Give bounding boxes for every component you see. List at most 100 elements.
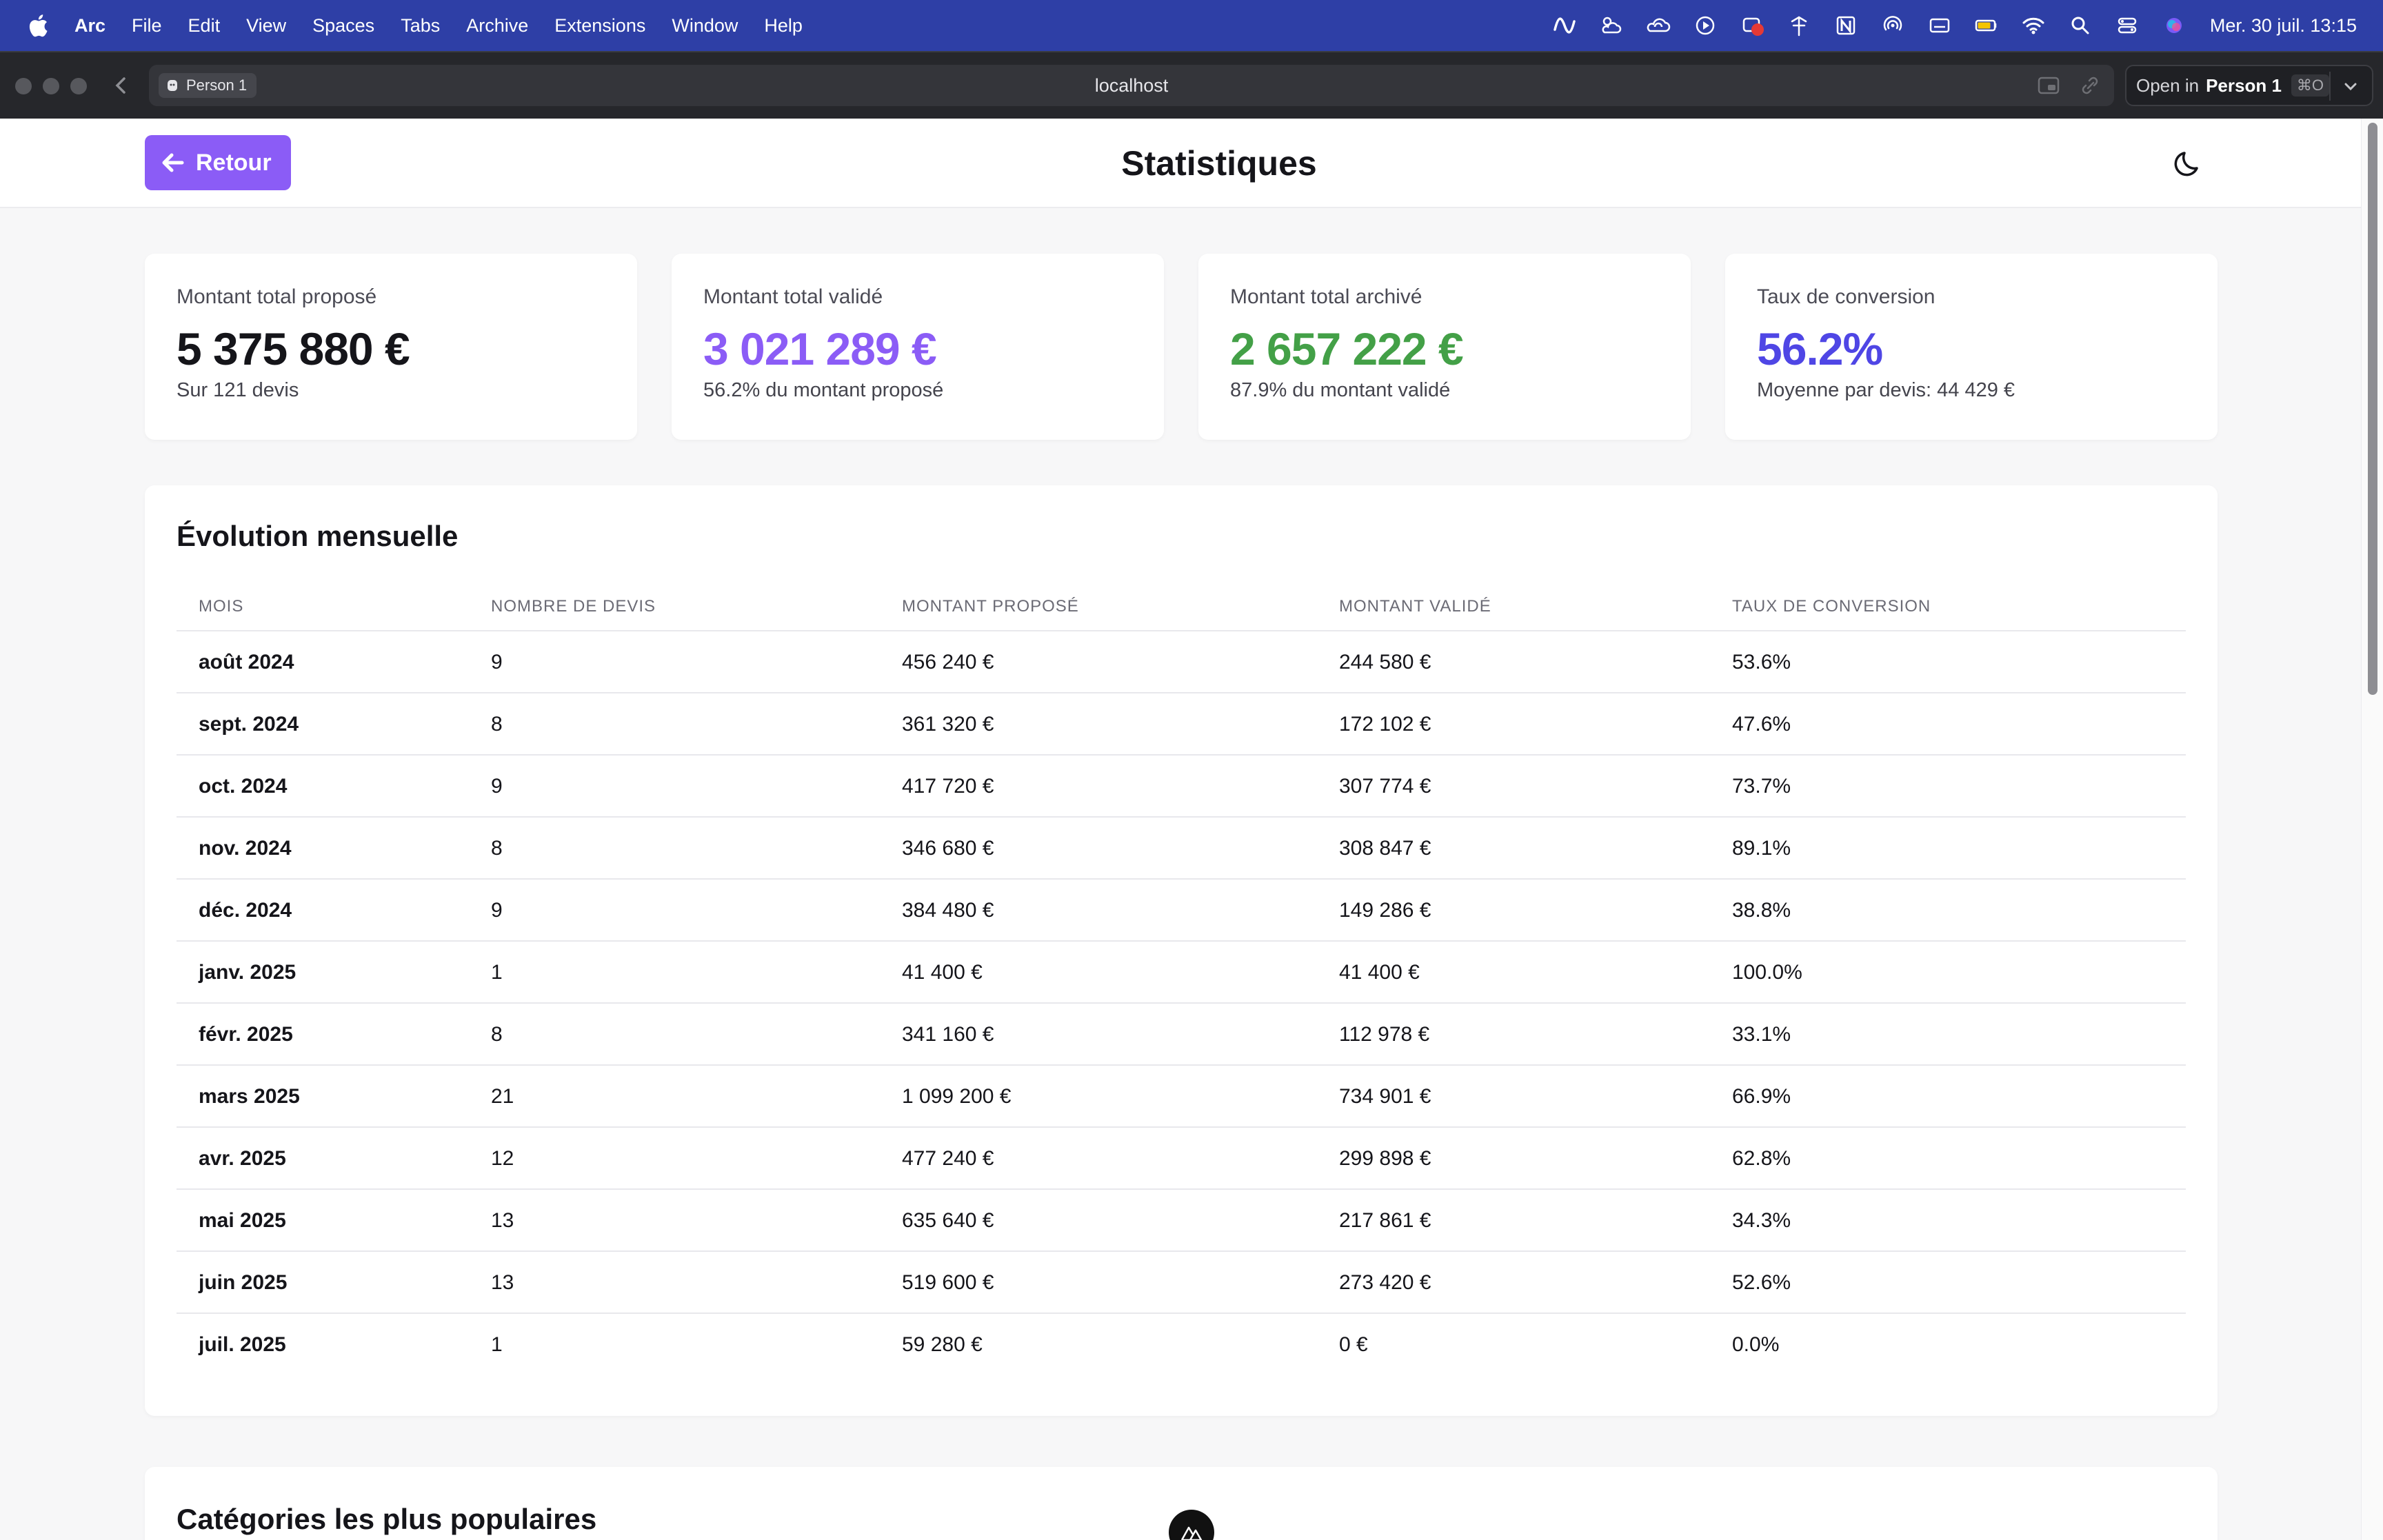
- scrollbar-thumb[interactable]: [2368, 123, 2377, 695]
- month-cell: juin 2025: [199, 1271, 288, 1294]
- column-header: MONTANT VALIDÉ: [1339, 597, 1491, 616]
- conversion-rate-cell: 66.9%: [1732, 1085, 1791, 1108]
- quote-count-cell: 9: [491, 899, 503, 922]
- siri-icon[interactable]: [2160, 12, 2188, 39]
- month-cell: avr. 2025: [199, 1147, 286, 1170]
- validated-amount-cell: 217 861 €: [1339, 1209, 1431, 1232]
- keyboard-icon[interactable]: [1926, 12, 1953, 39]
- table-row: oct. 2024 9 417 720 € 307 774 € 73.7%: [177, 756, 2186, 818]
- chevron-down-icon[interactable]: [2340, 76, 2361, 97]
- kpi-label: Montant total proposé: [177, 285, 377, 308]
- conversion-rate-cell: 47.6%: [1732, 713, 1791, 736]
- table-row: juil. 2025 1 59 280 € 0 € 0.0%: [177, 1314, 2186, 1376]
- copy-link-icon[interactable]: [2078, 74, 2102, 97]
- table-row: janv. 2025 1 41 400 € 41 400 € 100.0%: [177, 942, 2186, 1004]
- table-row: août 2024 9 456 240 € 244 580 € 53.6%: [177, 631, 2186, 693]
- table-row: juin 2025 13 519 600 € 273 420 € 52.6%: [177, 1252, 2186, 1314]
- play-circle-icon[interactable]: [1691, 12, 1719, 39]
- battery-icon[interactable]: [1973, 12, 2000, 39]
- menu-help[interactable]: Help: [764, 14, 803, 36]
- validated-amount-cell: 244 580 €: [1339, 651, 1431, 673]
- notification-badge-icon[interactable]: [1738, 12, 1766, 39]
- control-center-icon[interactable]: [2113, 12, 2141, 39]
- page-scrollbar[interactable]: [2361, 119, 2383, 1540]
- nuxt-logo-icon: [1180, 1526, 1203, 1540]
- zoom-window-button[interactable]: [70, 78, 87, 94]
- table-row: déc. 2024 9 384 480 € 149 286 € 38.8%: [177, 880, 2186, 942]
- menu-arc[interactable]: Arc: [74, 14, 106, 36]
- month-cell: nov. 2024: [199, 837, 292, 860]
- apple-logo-icon[interactable]: [28, 14, 48, 37]
- kpi-subtext: 56.2% du montant proposé: [703, 379, 944, 401]
- column-header: MONTANT PROPOSÉ: [902, 597, 1079, 616]
- profile-name: Person 1: [186, 77, 248, 94]
- proposed-amount-cell: 59 280 €: [902, 1333, 983, 1356]
- picture-in-picture-icon[interactable]: [2037, 74, 2060, 97]
- menu-tabs[interactable]: Tabs: [401, 14, 441, 36]
- url-text[interactable]: localhost: [1094, 75, 1169, 96]
- open-in-divider: [2329, 72, 2331, 101]
- validated-amount-cell: 112 978 €: [1339, 1023, 1430, 1046]
- menu-window[interactable]: Window: [672, 14, 738, 36]
- arrow-left-icon: [162, 153, 184, 172]
- wifi-icon[interactable]: [2020, 12, 2047, 39]
- proposed-amount-cell: 384 480 €: [902, 899, 994, 922]
- proposed-amount-cell: 635 640 €: [902, 1209, 994, 1232]
- quote-count-cell: 1: [491, 1333, 503, 1356]
- kpi-value: 56.2%: [1757, 323, 1883, 374]
- menu-extensions[interactable]: Extensions: [554, 14, 646, 36]
- proposed-amount-cell: 417 720 €: [902, 775, 994, 798]
- proposed-amount-cell: 41 400 €: [902, 961, 983, 984]
- url-bar[interactable]: localhost Person 1: [149, 65, 2114, 106]
- validated-amount-cell: 308 847 €: [1339, 837, 1431, 860]
- proposed-amount-cell: 477 240 €: [902, 1147, 994, 1170]
- validated-amount-cell: 273 420 €: [1339, 1271, 1431, 1294]
- quote-count-cell: 9: [491, 651, 503, 673]
- quote-count-cell: 12: [491, 1147, 514, 1170]
- moon-icon[interactable]: [2172, 146, 2206, 181]
- close-window-button[interactable]: [15, 78, 32, 94]
- open-in-profile-button[interactable]: Open in Person 1 ⌘O: [2125, 65, 2373, 106]
- menu-bar-clock[interactable]: Mer. 30 juil. 13:15: [2209, 14, 2357, 36]
- column-header: MOIS: [199, 597, 244, 616]
- table-header: MOIS NOMBRE DE DEVIS MONTANT PROPOSÉ MON…: [177, 597, 2186, 631]
- weather-icon[interactable]: [1598, 12, 1625, 39]
- validated-amount-cell: 41 400 €: [1339, 961, 1420, 984]
- search-icon[interactable]: [2067, 12, 2094, 39]
- minimize-window-button[interactable]: [43, 78, 59, 94]
- quote-count-cell: 21: [491, 1085, 514, 1108]
- wind-icon[interactable]: [1785, 12, 1813, 39]
- column-header: TAUX DE CONVERSION: [1732, 597, 1931, 616]
- validated-amount-cell: 734 901 €: [1339, 1085, 1431, 1108]
- menu-edit[interactable]: Edit: [188, 14, 221, 36]
- quote-count-cell: 8: [491, 1023, 503, 1046]
- airdrop-icon[interactable]: [1879, 12, 1907, 39]
- open-in-profile-name: Person 1: [2206, 74, 2282, 96]
- activity-icon[interactable]: [1551, 12, 1578, 39]
- conversion-rate-cell: 100.0%: [1732, 961, 1802, 984]
- menu-spaces[interactable]: Spaces: [312, 14, 375, 36]
- conversion-rate-cell: 34.3%: [1732, 1209, 1791, 1232]
- menu-archive[interactable]: Archive: [466, 14, 529, 36]
- conversion-rate-cell: 52.6%: [1732, 1271, 1791, 1294]
- menu-file[interactable]: File: [132, 14, 162, 36]
- cloud-sync-icon[interactable]: [1645, 12, 1672, 39]
- profile-icon: [168, 80, 177, 91]
- page-title: Statistiques: [1121, 144, 1317, 183]
- table-row: sept. 2024 8 361 320 € 172 102 € 47.6%: [177, 693, 2186, 756]
- notion-icon[interactable]: [1832, 12, 1860, 39]
- quote-count-cell: 13: [491, 1271, 514, 1294]
- table-row: nov. 2024 8 346 680 € 308 847 € 89.1%: [177, 818, 2186, 880]
- back-button[interactable]: Retour: [145, 135, 291, 190]
- open-in-prefix: Open in: [2136, 74, 2200, 96]
- month-cell: mai 2025: [199, 1209, 286, 1232]
- web-page: Retour Statistiques Montant total propos…: [0, 119, 2383, 1540]
- quote-count-cell: 13: [491, 1209, 514, 1232]
- profile-chip[interactable]: Person 1: [159, 73, 257, 98]
- page-header: Retour Statistiques: [0, 119, 2361, 208]
- menu-view[interactable]: View: [246, 14, 287, 36]
- kpi-value: 2 657 222 €: [1230, 323, 1464, 374]
- proposed-amount-cell: 341 160 €: [902, 1023, 994, 1046]
- browser-back-icon[interactable]: [109, 73, 132, 98]
- kpi-card-total-proposed: Montant total proposé 5 375 880 € Sur 12…: [145, 254, 637, 440]
